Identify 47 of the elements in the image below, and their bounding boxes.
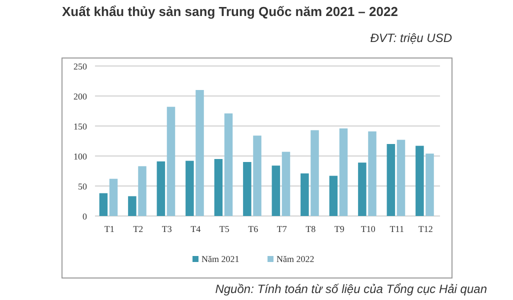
bar [109, 178, 118, 216]
x-tick-label: T10 [360, 224, 376, 234]
text: Nguồn: Tính toán từ số liệu của Tổng cục Hải quan [215, 282, 488, 296]
bar [310, 130, 319, 216]
chart-title: Xuất khẩu thủy sản sang Trung Quốc năm 2021 – 2022 [62, 4, 398, 19]
bar [358, 162, 366, 216]
x-tick-label: T4 [190, 224, 202, 234]
bar [368, 131, 376, 216]
bar [156, 161, 166, 216]
bar [128, 196, 136, 216]
x-tick-label: T6 [248, 224, 259, 234]
y-tick-label: 200 [74, 92, 88, 102]
x-tick-label: T1 [104, 224, 114, 234]
bar [339, 128, 348, 216]
x-tick-label: T12 [418, 224, 433, 234]
bar [214, 159, 223, 216]
y-tick-label: 50 [78, 182, 88, 192]
bar [329, 176, 338, 216]
bar [272, 166, 280, 216]
y-tick-label: 250 [74, 62, 88, 72]
legend-label: Năm 2021 [202, 254, 240, 264]
x-tick-label: T3 [162, 224, 172, 234]
bar [196, 90, 204, 216]
bar [282, 152, 290, 216]
y-tick-label: 100 [74, 152, 88, 162]
y-tick-label: 0 [82, 212, 88, 222]
bar [426, 154, 434, 216]
x-tick-label: T8 [306, 224, 316, 234]
bar [300, 173, 309, 216]
bar [243, 162, 252, 216]
bar [396, 140, 406, 216]
x-tick-label: T5 [219, 224, 230, 234]
legend-label: Năm 2022 [276, 254, 314, 264]
bar [253, 136, 262, 216]
x-tick-label: T9 [334, 224, 345, 234]
bar [416, 146, 424, 216]
bar [138, 166, 146, 216]
bar [386, 144, 396, 216]
bar [99, 193, 108, 216]
x-tick-label: T7 [276, 224, 288, 234]
x-tick-label: T11 [390, 224, 404, 234]
bar [224, 113, 233, 216]
bar [186, 160, 194, 216]
bar [166, 106, 176, 216]
x-tick-label: T2 [133, 224, 144, 234]
y-tick-label: 150 [74, 122, 88, 132]
chart-subtitle: ĐVT: triệu USD [370, 31, 452, 45]
